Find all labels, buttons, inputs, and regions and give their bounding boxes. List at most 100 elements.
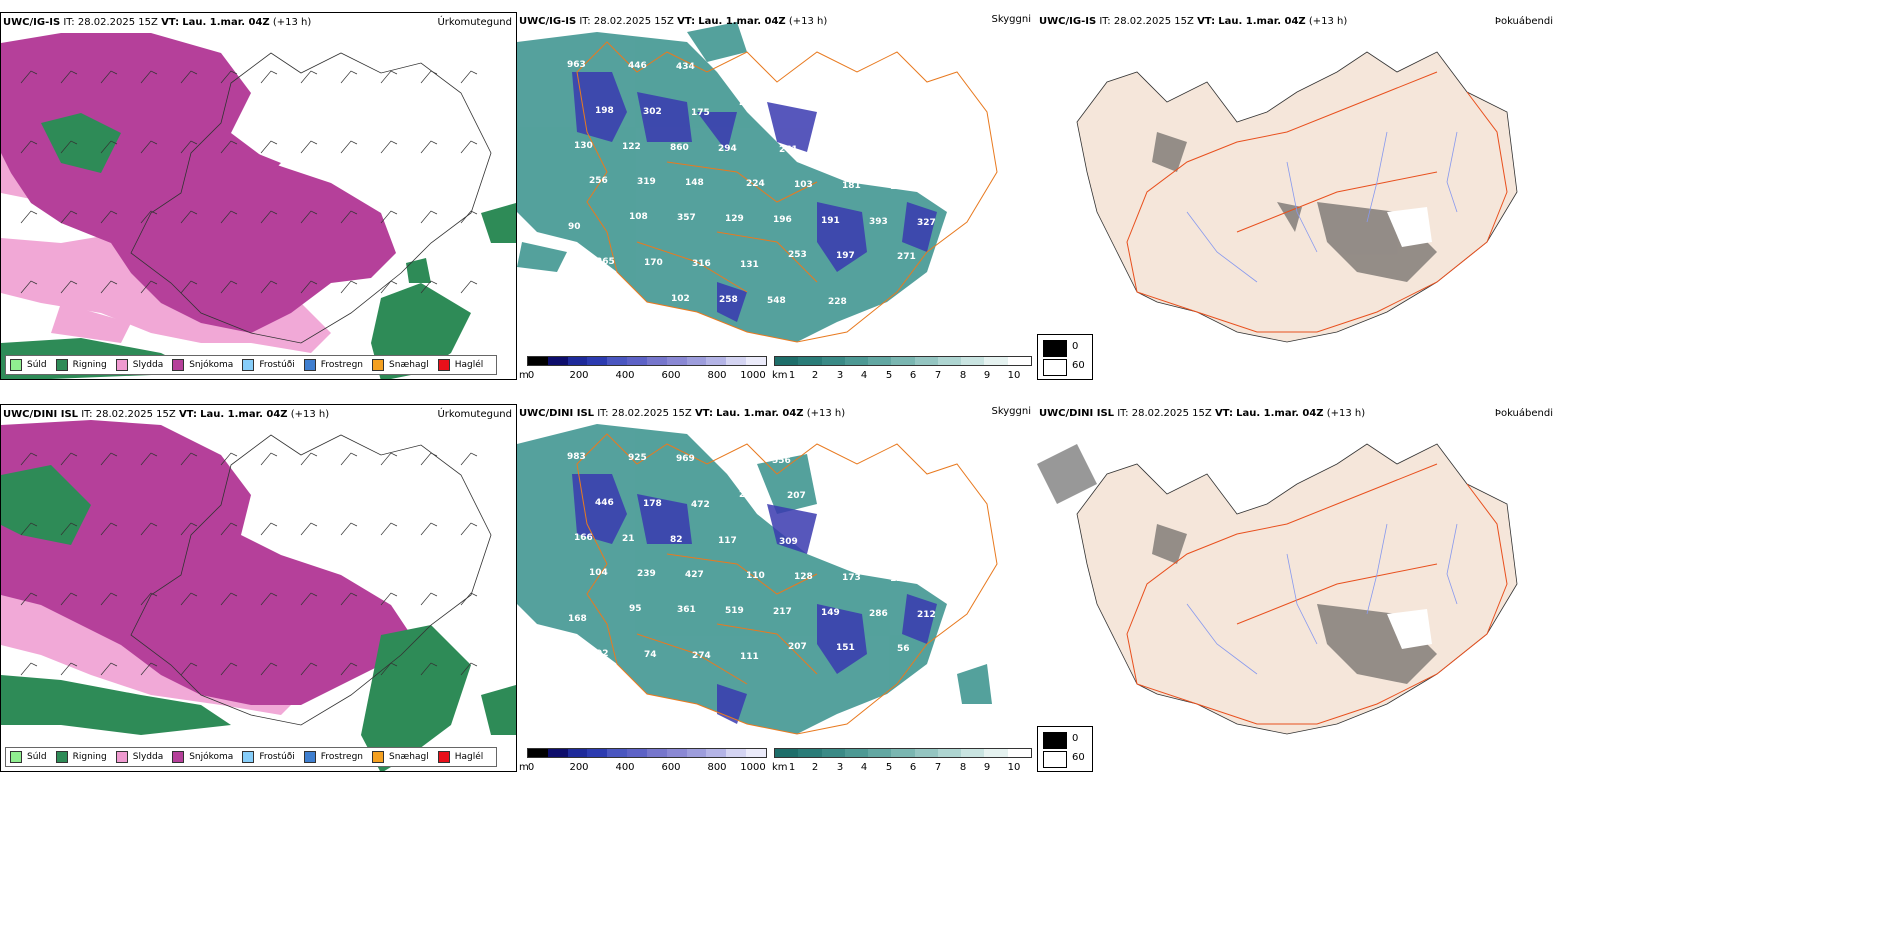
coastline-outline xyxy=(130,52,492,344)
km-tick: 8 xyxy=(959,762,967,772)
m-tick: 400 xyxy=(615,762,635,772)
cloud-base-value: 90 xyxy=(568,222,581,232)
m-tick: 200 xyxy=(569,762,589,772)
cloud-base-value: 952 xyxy=(724,455,743,465)
km-tick: 3 xyxy=(836,370,844,380)
cloud-base-value: 925 xyxy=(628,453,647,463)
cloud-base-value: 56 xyxy=(897,644,910,654)
fog-min-label: 0 xyxy=(1072,733,1079,744)
cloud-base-value: 446 xyxy=(595,498,614,508)
m-tick: 0 xyxy=(527,370,535,380)
legend-label: Frostúði xyxy=(259,752,295,762)
km-tick: 5 xyxy=(885,762,893,772)
cloud-base-value: 568 xyxy=(827,146,846,156)
km-tick: 10 xyxy=(1007,370,1021,380)
km-tick: 6 xyxy=(909,370,917,380)
legend-label: Frostregn xyxy=(320,360,364,370)
panel-header: UWC/DINI ISL IT: 28.02.2025 15Z VT: Lau.… xyxy=(519,408,846,419)
cloud-base-value: 316 xyxy=(692,259,711,269)
m-color-step xyxy=(567,749,588,757)
rain-areas xyxy=(1,465,516,771)
cloud-base-value: 80 xyxy=(575,292,588,302)
cloud-base-value: 228 xyxy=(828,297,847,307)
legend-swatch xyxy=(242,359,255,371)
cloud-base-value: 178 xyxy=(643,499,662,509)
cloud-base-value: 531 xyxy=(896,493,915,503)
river-network xyxy=(1186,131,1458,283)
cloud-base-value: 74 xyxy=(644,650,657,660)
km-color-step xyxy=(914,749,938,757)
cloud-base-value: 347 xyxy=(835,492,854,502)
fog-legend: 0 60 xyxy=(1037,334,1093,380)
panel-header: UWC/DINI ISL IT: 28.02.2025 15Z VT: Lau.… xyxy=(3,409,330,420)
cloud-base-value: 129 xyxy=(725,214,744,224)
km-tick: 3 xyxy=(836,762,844,772)
cloud-base-value: 969 xyxy=(676,454,695,464)
precip-type-map-1 xyxy=(1,33,516,379)
legend-item: Snjókoma xyxy=(172,751,233,763)
m-strip xyxy=(527,748,767,758)
panel-title: Úrkomutegund xyxy=(437,17,512,28)
cloud-base-value: 212 xyxy=(917,610,936,620)
km-color-step xyxy=(844,749,869,757)
km-unit: km xyxy=(772,762,788,772)
km-color-step xyxy=(914,357,938,365)
km-color-step xyxy=(844,357,869,365)
cloud-base-value: 207 xyxy=(787,491,806,501)
km-color-step xyxy=(891,357,915,365)
panel-title: Úrkomutegund xyxy=(437,409,512,420)
fog-max-swatch xyxy=(1043,359,1067,376)
cloud-base-value: 556 xyxy=(772,456,791,466)
legend-item: Frostúði xyxy=(242,359,295,371)
cloud-base-value: 291 xyxy=(575,684,594,694)
cloud-base-value: 148 xyxy=(685,178,704,188)
panel-title: Skyggni xyxy=(991,406,1031,417)
cloud-base-value: 151 xyxy=(836,643,855,653)
cloud-base-value: 211 xyxy=(923,137,942,147)
legend-label: Snjókoma xyxy=(189,752,234,762)
legend-item: Frostregn xyxy=(303,751,363,763)
m-unit: m xyxy=(519,762,529,772)
km-tick: 7 xyxy=(934,370,942,380)
cloud-base-value: 104 xyxy=(589,568,608,578)
km-tick: 2 xyxy=(811,762,819,772)
legend-swatch xyxy=(303,751,316,763)
m-color-step xyxy=(587,749,608,757)
km-color-step xyxy=(961,749,985,757)
legend-item: Slydda xyxy=(115,359,163,371)
cloud-base-value: 172 xyxy=(944,102,963,112)
km-tick: 9 xyxy=(983,370,991,380)
cloud-colorbar-km: km 1 2 3 4 5 6 7 8 9 10 xyxy=(772,356,1034,380)
cloud-base-value: 103 xyxy=(794,180,813,190)
fog-map-1 xyxy=(1076,51,1518,343)
cloud-base-value: 286 xyxy=(869,609,888,619)
m-color-step xyxy=(746,357,766,365)
panel-title: Þokuábendi xyxy=(1494,408,1553,419)
m-color-step xyxy=(726,749,747,757)
km-tick: 5 xyxy=(885,370,893,380)
low-cloud-areas xyxy=(572,474,937,724)
cloud-base-value: 285 xyxy=(787,99,806,109)
cloud-base-value: 548 xyxy=(767,296,786,306)
km-color-step xyxy=(961,357,985,365)
km-color-step xyxy=(937,357,962,365)
m-color-step xyxy=(646,749,667,757)
panel-header: UWC/IG-IS IT: 28.02.2025 15Z VT: Lau. 1.… xyxy=(1039,16,1348,27)
cloud-base-value: 108 xyxy=(629,212,648,222)
legend-item: Snjókoma xyxy=(172,359,233,371)
cloud-base-value: 122 xyxy=(622,142,641,152)
legend-swatch xyxy=(55,359,68,371)
km-color-step xyxy=(775,357,799,365)
legend-swatch xyxy=(55,751,68,763)
land xyxy=(1076,51,1518,343)
cloud-base-value: 992 xyxy=(938,183,957,193)
m-color-step xyxy=(607,749,628,757)
cloud-base-value: 191 xyxy=(821,216,840,226)
fog-panel-1: UWC/IG-IS IT: 28.02.2025 15Z VT: Lau. 1.… xyxy=(1037,12,1557,380)
m-unit: m xyxy=(519,370,529,380)
legend-swatch xyxy=(115,751,128,763)
cloud-base-value: 265 xyxy=(596,257,615,267)
km-tick: 1 xyxy=(788,370,796,380)
cloud-base-value: 181 xyxy=(842,181,861,191)
cloud-base-value: 102 xyxy=(671,294,690,304)
